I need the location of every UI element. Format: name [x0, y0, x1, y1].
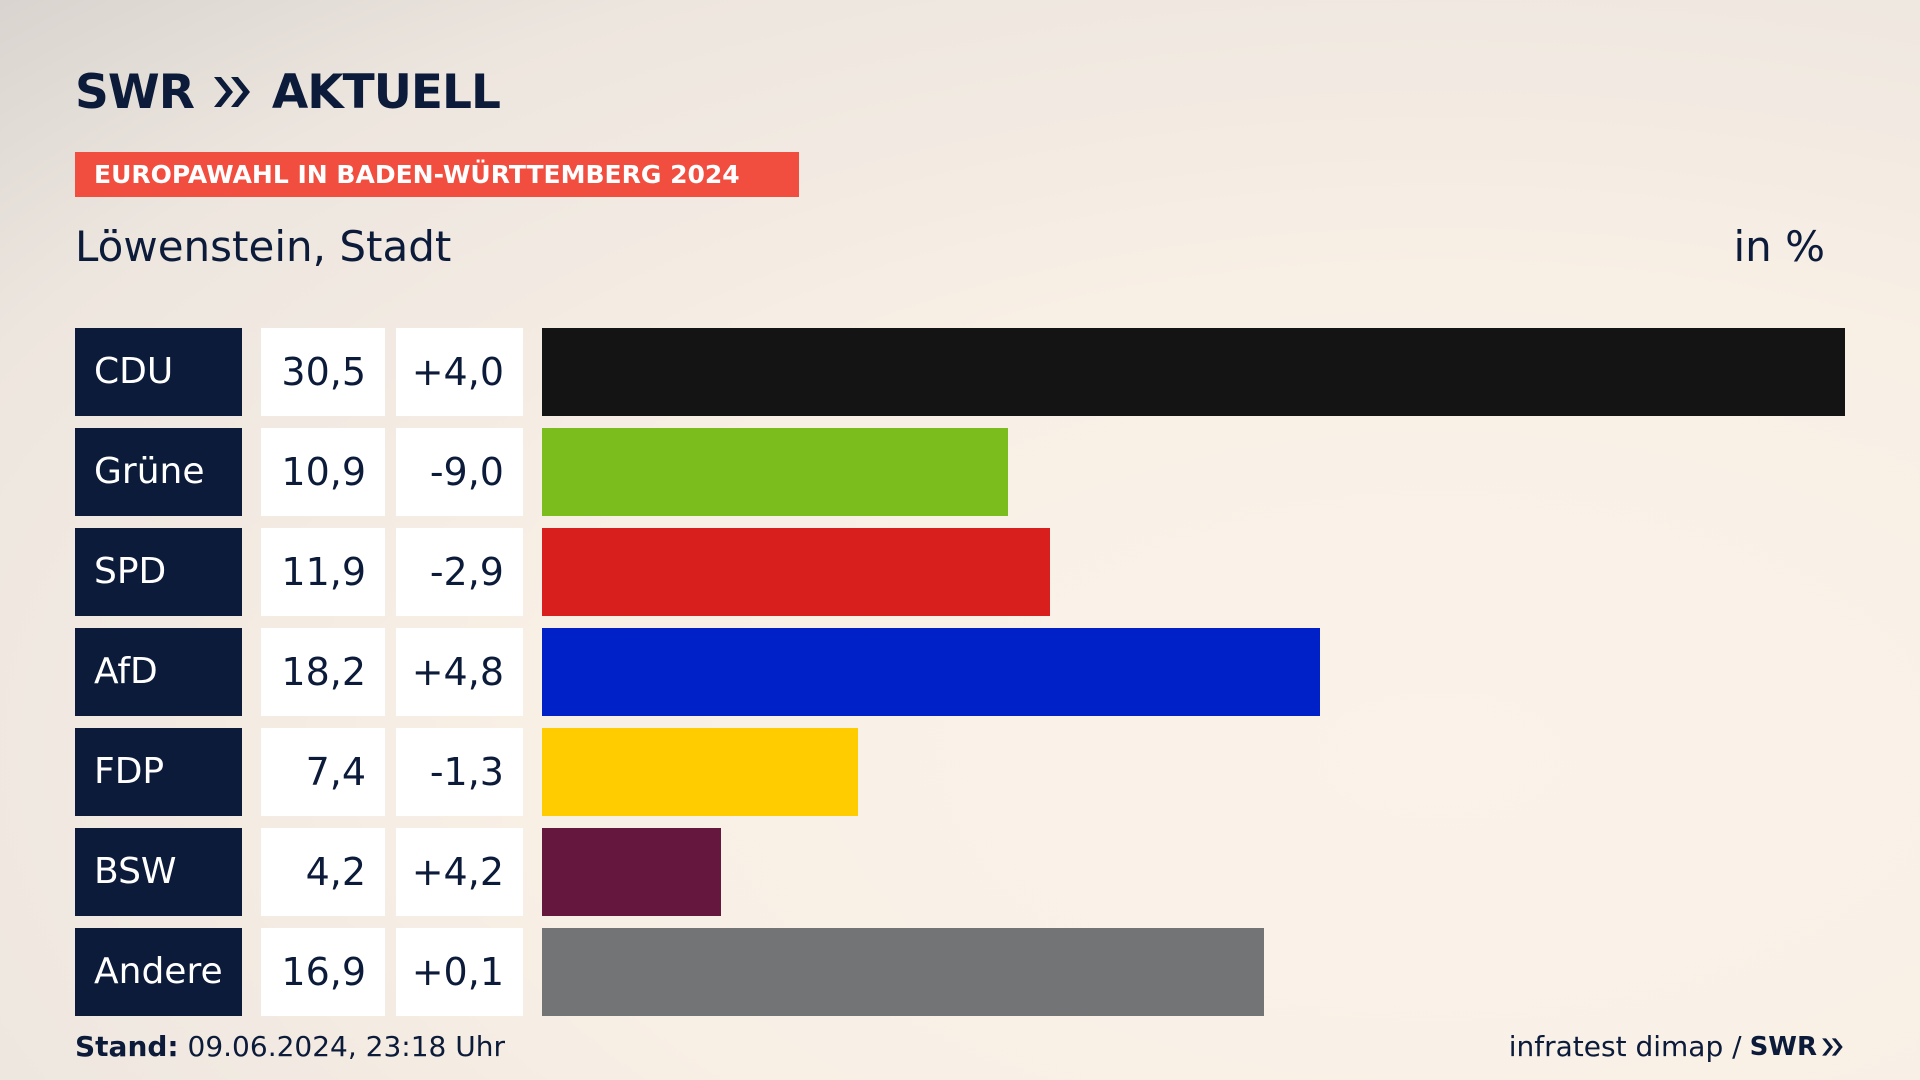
vote-change-label: +4,0 [396, 328, 523, 416]
vote-change-label: +4,2 [396, 828, 523, 916]
party-label: AfD [75, 628, 242, 716]
party-label: SPD [75, 528, 242, 616]
vote-change-label: -1,3 [396, 728, 523, 816]
election-banner: EUROPAWAHL IN BADEN-WÜRTTEMBERG 2024 [75, 152, 799, 197]
result-bar [542, 528, 1050, 616]
vote-share-label: 4,2 [261, 828, 385, 916]
swr-logo-text: SWR [75, 64, 195, 120]
chart-row: AfD 18,2 +4,8 [75, 628, 1845, 716]
chart-row: BSW 4,2 +4,2 [75, 828, 1845, 916]
source-text: infratest dimap / [1508, 1030, 1742, 1063]
vote-share-label: 10,9 [261, 428, 385, 516]
vote-share-label: 16,9 [261, 928, 385, 1016]
vote-share-label: 11,9 [261, 528, 385, 616]
swr-mini-logo-text: SWR [1749, 1031, 1817, 1062]
swr-mini-logo: SWR [1750, 1032, 1845, 1062]
aktuell-logo-text: AKTUELL [271, 64, 501, 120]
party-label: Andere [75, 928, 242, 1016]
vote-change-label: -9,0 [396, 428, 523, 516]
double-chevron-icon [1822, 1037, 1843, 1056]
party-label: Grüne [75, 428, 242, 516]
stand-value: 09.06.2024, 23:18 Uhr [187, 1030, 505, 1063]
result-bar [542, 928, 1264, 1016]
vote-change-label: -2,9 [396, 528, 523, 616]
chart-row: Grüne 10,9 -9,0 [75, 428, 1845, 516]
result-bar [542, 828, 721, 916]
result-bar [542, 328, 1845, 416]
vote-change-label: +0,1 [396, 928, 523, 1016]
party-label: BSW [75, 828, 242, 916]
chart-row: Andere 16,9 +0,1 [75, 928, 1845, 1016]
result-bar [542, 428, 1008, 516]
unit-label: in % [1733, 222, 1825, 271]
double-chevron-icon [213, 77, 250, 107]
vote-share-label: 18,2 [261, 628, 385, 716]
result-bar [542, 628, 1320, 716]
vote-share-label: 30,5 [261, 328, 385, 416]
source-credit: infratest dimap / SWR [1509, 1030, 1845, 1063]
chart-row: CDU 30,5 +4,0 [75, 328, 1845, 416]
swr-aktuell-logo: SWR AKTUELL [75, 64, 501, 120]
party-label: FDP [75, 728, 242, 816]
municipality-title: Löwenstein, Stadt [75, 222, 452, 271]
chart-row: FDP 7,4 -1,3 [75, 728, 1845, 816]
vote-share-label: 7,4 [261, 728, 385, 816]
party-label: CDU [75, 328, 242, 416]
chart-row: SPD 11,9 -2,9 [75, 528, 1845, 616]
timestamp: Stand: 09.06.2024, 23:18 Uhr [75, 1030, 505, 1063]
result-bar [542, 728, 858, 816]
stand-label: Stand: [75, 1030, 179, 1063]
vote-change-label: +4,8 [396, 628, 523, 716]
